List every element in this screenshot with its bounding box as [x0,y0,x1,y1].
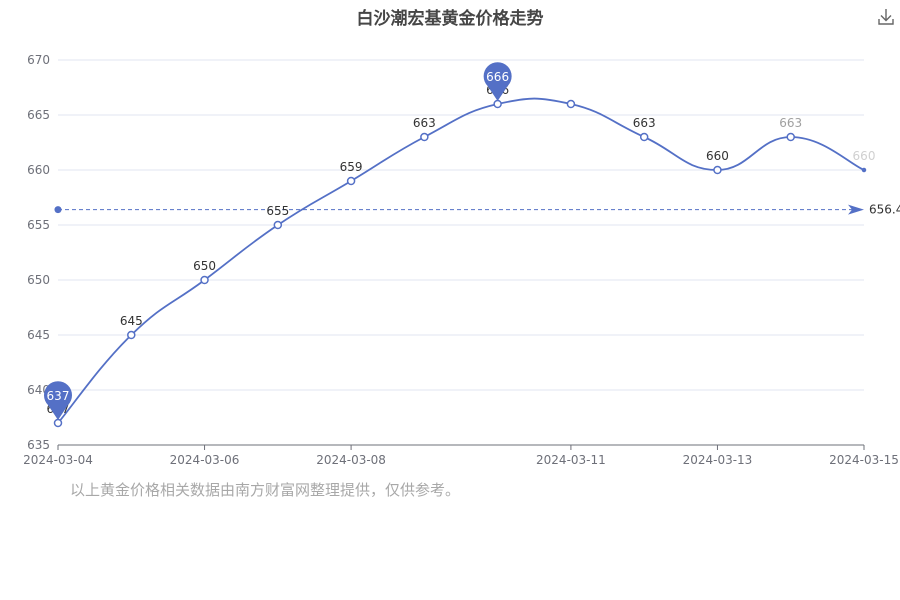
data-point [420,132,429,142]
min-marker-label: 637 [47,389,70,403]
footnote: 以上黄金价格相关数据由南方财富网整理提供，仅供参考。 [70,481,461,499]
x-axis: 2024-03-04 2024-03-06 2024-03-08 2024-03-11… [23,444,899,467]
data-point [861,167,867,173]
chart-title: 白沙潮宏基黄金价格走势 [356,9,544,29]
data-point [566,99,576,109]
data-point [53,418,63,428]
data-point [346,176,356,186]
average-line-start [54,206,62,214]
data-points [53,99,867,428]
y-tick-label: 645 [27,328,50,342]
data-label: 660 [853,149,876,163]
data-label: 663 [633,116,656,130]
y-tick-label: 655 [27,218,50,232]
data-point [127,330,136,340]
average-line-label: 656.4 [869,203,900,217]
x-tick-label: 2024-03-04 [23,453,93,467]
data-label: 655 [266,204,289,218]
markers: 666 637 [44,62,512,420]
grid-lines [58,59,864,391]
max-marker: 666 [483,62,512,101]
data-point [639,132,649,142]
data-label: 650 [193,259,216,273]
average-line-group: 656.4 [54,203,900,217]
min-marker: 637 [44,381,73,420]
x-tick-label: 2024-03-11 [536,453,606,467]
data-label: 663 [413,116,436,130]
max-marker-shape [483,62,512,101]
data-label: 660 [706,149,729,163]
y-tick-label: 670 [27,53,50,67]
x-tick-label: 2024-03-15 [829,453,899,467]
data-labels: 637645650655659663666663660663660 [47,83,876,416]
x-tick-label: 2024-03-08 [316,453,386,467]
data-point [273,220,283,230]
x-tick-label: 2024-03-13 [683,453,753,467]
y-tick-label: 660 [27,163,50,177]
min-marker-shape [44,381,73,420]
y-tick-label: 635 [27,438,50,452]
average-line-arrow [848,204,864,215]
series-line [57,97,865,424]
data-label: 645 [120,314,143,328]
y-tick-label: 650 [27,273,50,287]
download-icon[interactable] [876,7,896,27]
data-point [786,132,795,142]
data-point [493,99,502,109]
max-marker-label: 666 [486,70,509,84]
y-tick-label: 665 [27,108,50,122]
data-label: 663 [779,116,802,130]
series-line-group [57,97,865,424]
data-point [200,275,209,285]
data-point [713,165,722,175]
data-label: 659 [340,160,363,174]
x-tick-label: 2024-03-06 [170,453,240,467]
